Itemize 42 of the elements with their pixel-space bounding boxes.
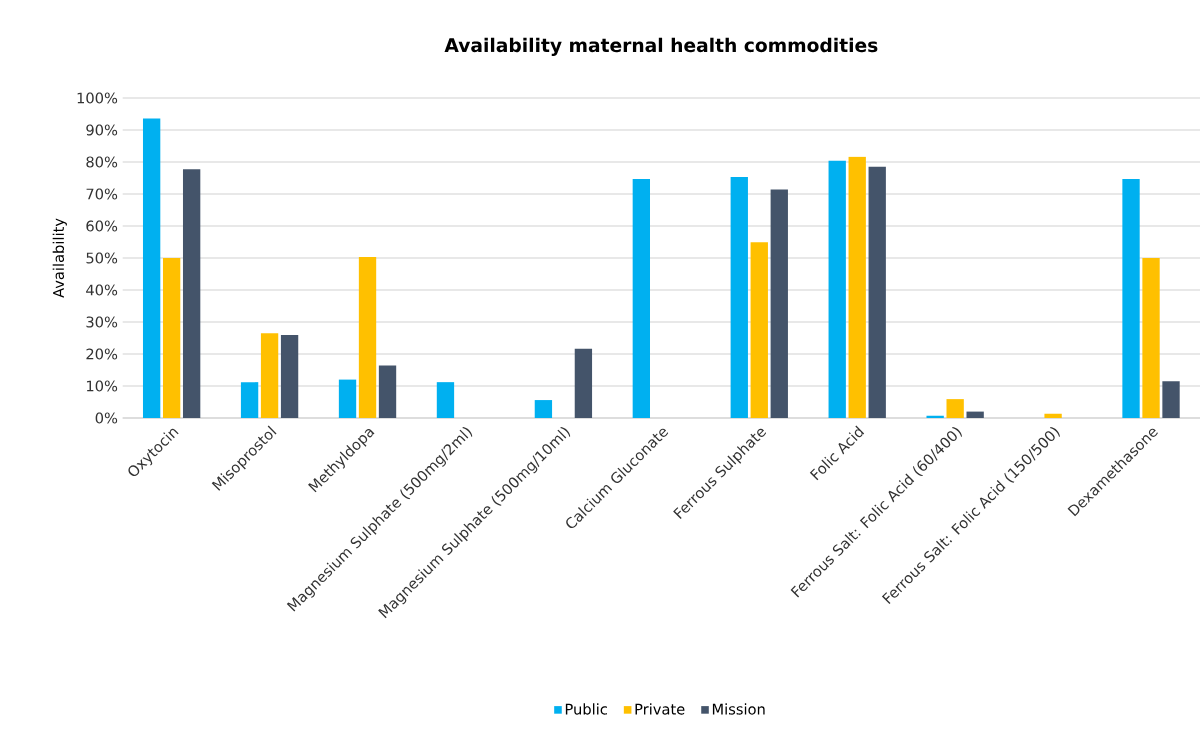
bar: [240, 382, 259, 418]
y-tick-label: 80%: [86, 156, 118, 168]
bar: [828, 160, 846, 418]
y-tick-label: 40%: [86, 284, 118, 296]
bar: [436, 382, 455, 418]
chart-title: Availability maternal health commodities: [444, 37, 878, 56]
y-tick-label: 70%: [86, 188, 118, 200]
bar: [574, 348, 593, 418]
bar: [162, 257, 181, 418]
bar: [338, 379, 357, 418]
bar: [632, 178, 651, 418]
bar: [1122, 178, 1140, 418]
bar: [868, 166, 886, 418]
bar: [260, 333, 279, 418]
bar: [534, 400, 553, 418]
bar: [946, 399, 964, 418]
legend-label: Mission: [712, 703, 765, 715]
y-tick-label: 20%: [86, 348, 118, 360]
legend-label: Private: [635, 703, 685, 715]
bar: [730, 177, 748, 418]
bar: [142, 118, 161, 418]
bar: [1142, 257, 1160, 418]
bar: [280, 335, 299, 418]
bar: [378, 365, 397, 418]
bar: [1044, 413, 1062, 418]
bar: [358, 257, 377, 418]
bar: [1162, 381, 1180, 418]
y-axis-title: Availability: [52, 218, 67, 298]
y-tick-label: 100%: [77, 92, 118, 104]
bar: [750, 242, 768, 418]
y-tick-label: 0%: [95, 412, 118, 424]
y-tick-label: 50%: [86, 252, 118, 264]
y-tick-label: 30%: [86, 316, 118, 328]
bar: [770, 189, 788, 418]
bar: [926, 415, 944, 418]
y-tick-label: 60%: [86, 220, 118, 232]
y-tick-label: 90%: [86, 124, 118, 136]
bar: [966, 411, 984, 418]
bar: [848, 156, 866, 418]
legend-label: Public: [565, 703, 607, 715]
y-tick-label: 10%: [86, 380, 118, 392]
bar: [182, 169, 201, 418]
